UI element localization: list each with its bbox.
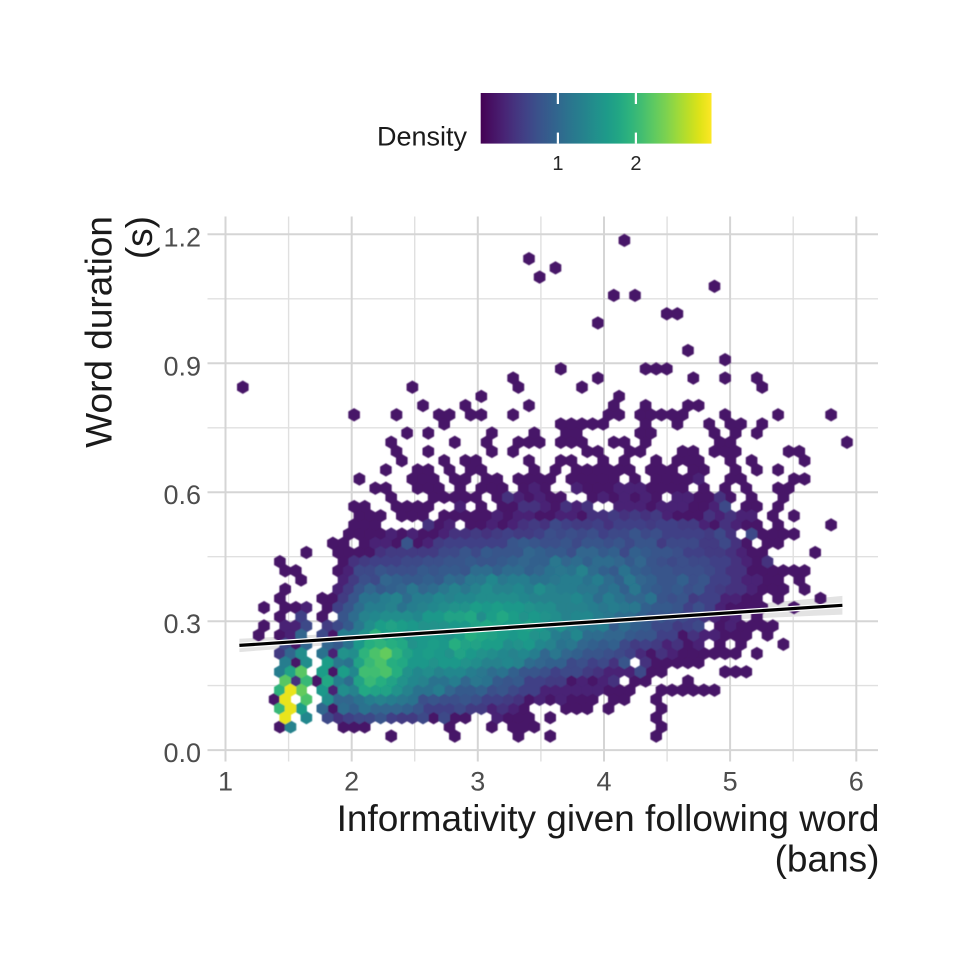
svg-text:2: 2 [344,767,359,797]
svg-text:3: 3 [470,767,485,797]
svg-text:0.3: 0.3 [163,609,201,639]
svg-text:0.9: 0.9 [163,351,201,381]
svg-text:Informativity given following: Informativity given following word [337,798,880,839]
svg-text:Density: Density [377,122,468,152]
svg-text:4: 4 [596,767,611,797]
svg-text:0.0: 0.0 [163,738,201,768]
svg-text:5: 5 [723,767,738,797]
svg-text:1: 1 [552,153,563,175]
svg-text:0.6: 0.6 [163,480,201,510]
svg-text:Word duration: Word duration [79,216,120,448]
svg-text:2: 2 [630,153,641,175]
svg-text:(bans): (bans) [775,839,880,880]
svg-text:1: 1 [218,767,233,797]
svg-text:1.2: 1.2 [163,222,201,252]
svg-text:(s): (s) [119,216,160,259]
svg-text:6: 6 [849,767,864,797]
